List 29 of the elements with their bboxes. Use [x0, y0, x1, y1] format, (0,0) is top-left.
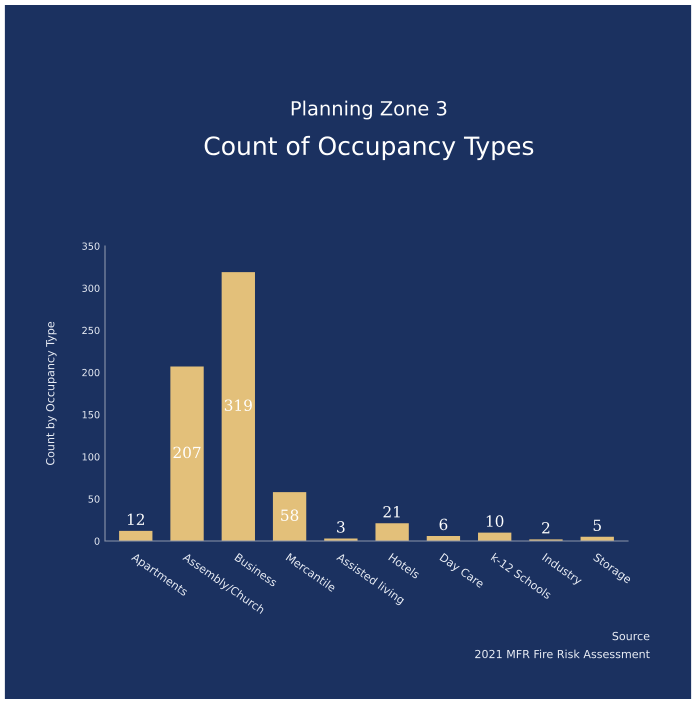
bar [170, 366, 204, 541]
data-label: 3 [337, 521, 345, 533]
data-label: 12 [128, 514, 144, 525]
bar [272, 492, 306, 541]
text: 2021 MFR Fire Risk Assessment [475, 650, 650, 658]
bar [478, 532, 512, 541]
y-tick-label: 350 [82, 242, 100, 250]
data-label: 21 [383, 506, 400, 518]
y-tick-label: 200 [82, 368, 100, 376]
bar [375, 523, 409, 541]
y-axis-title: Count by Occupancy Type [46, 322, 57, 466]
bar [119, 530, 152, 541]
data-label: 207 [173, 446, 201, 458]
data-label: 10 [486, 515, 504, 527]
chart-subtitle: Count of Occupancy Types [204, 136, 534, 160]
data-label: 6 [440, 518, 448, 530]
y-tick-label: 150 [82, 411, 100, 418]
y-tick-label: 300 [82, 284, 100, 292]
y-tick-label: 250 [82, 326, 100, 334]
y-tick-label: 0 [94, 537, 100, 545]
y-tick-label: 100 [82, 453, 100, 461]
data-label: 2 [542, 522, 550, 534]
y-tick-label: 50 [88, 495, 100, 503]
bar [222, 272, 255, 541]
data-label: 5 [594, 520, 601, 532]
data-label: 319 [224, 399, 252, 411]
chart-title: Planning Zone 3 [292, 100, 446, 120]
data-label: 58 [281, 509, 298, 521]
text: Source [612, 632, 650, 640]
